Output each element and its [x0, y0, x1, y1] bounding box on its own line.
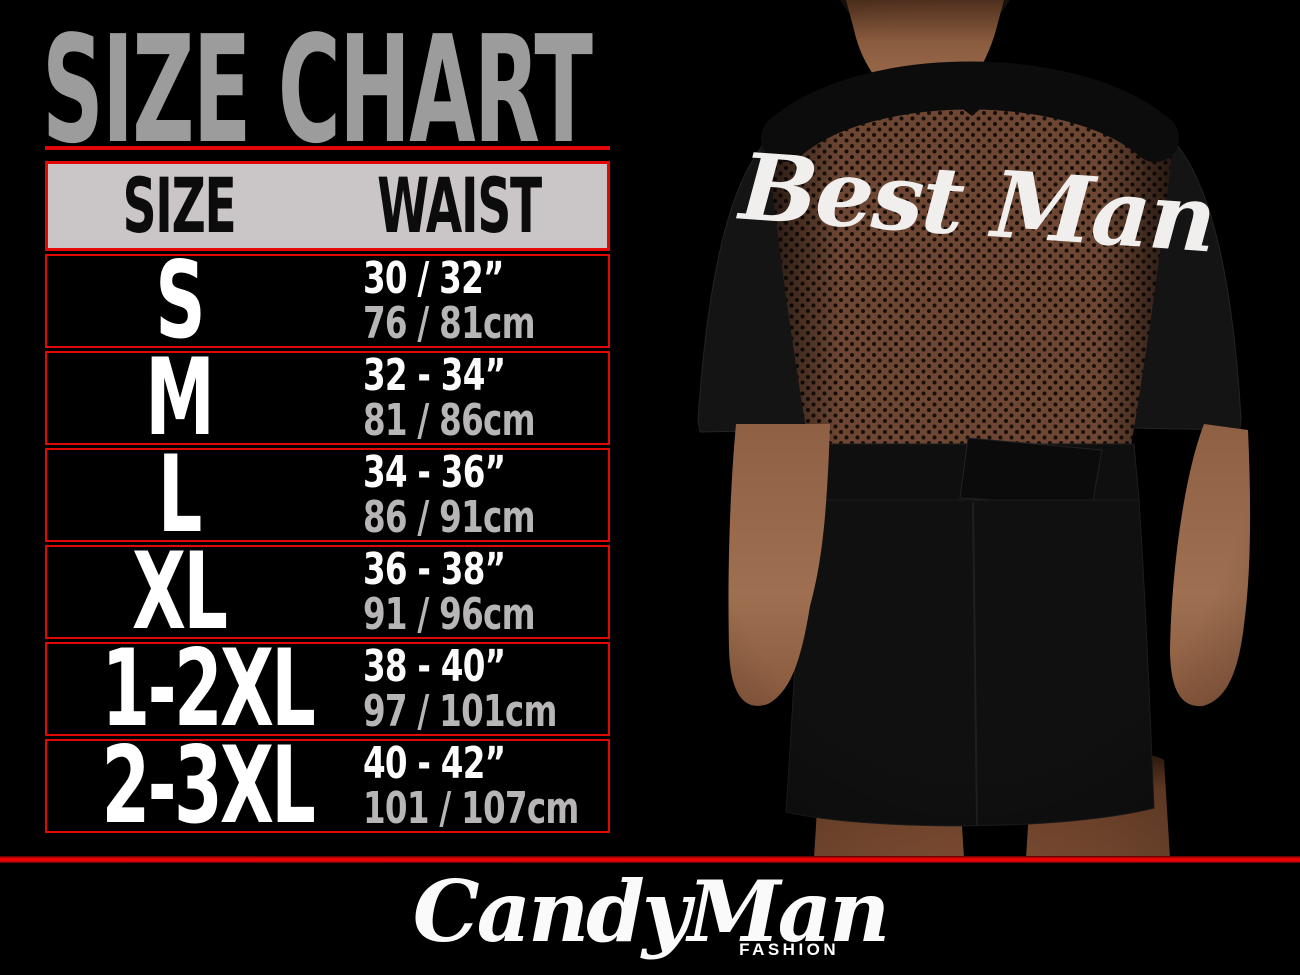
brand-tagline: FASHION: [739, 940, 840, 959]
page-title-text: SIZE CHART: [42, 4, 593, 176]
table-row-1-2xl: 1-2XL 38 - 40” 97 / 101cm: [45, 627, 610, 751]
waist-cell: 38 - 40” 97 / 101cm: [311, 644, 608, 734]
waist-cell: 36 - 38” 91 / 96cm: [311, 547, 608, 637]
size-cell: 1-2XL: [47, 627, 316, 751]
header-waist-label: WAIST: [376, 161, 542, 250]
header-waist-cell: WAIST: [311, 168, 607, 244]
waist-cm: 86 / 91cm: [362, 492, 536, 543]
table-row-2-3xl: 2-3XL 40 - 42” 101 / 107cm: [45, 724, 610, 848]
waist-cell: 34 - 36” 86 / 91cm: [311, 450, 608, 540]
waist-cm: 91 / 96cm: [362, 589, 536, 640]
waist-inches: 34 - 36”: [362, 447, 506, 498]
size-cell: M: [47, 336, 311, 460]
waist-cell: 30 / 32” 76 / 81cm: [311, 256, 608, 346]
table-top-accent-line: [45, 146, 610, 150]
size-label: 2-3XL: [101, 724, 316, 848]
header-size-cell: SIZE: [48, 168, 311, 244]
size-cell: S: [47, 239, 311, 363]
waist-inches: 32 - 34”: [362, 350, 506, 401]
waist-cell: 32 - 34” 81 / 86cm: [311, 353, 608, 443]
waist-cm: 81 / 86cm: [362, 395, 536, 446]
table-row-m: M 32 - 34” 81 / 86cm: [45, 336, 610, 460]
size-label: L: [157, 433, 203, 557]
footer: CandyMan FASHION: [0, 870, 1300, 959]
product-photo: Best Man: [640, 0, 1300, 858]
photo-vignette: [640, 0, 1300, 858]
size-label: S: [154, 239, 205, 363]
size-table: SIZE WAIST S 30 / 32” 76 / 81cm M 32 - 3…: [45, 146, 610, 848]
waist-inches: 36 - 38”: [362, 544, 506, 595]
table-row-xl: XL 36 - 38” 91 / 96cm: [45, 530, 610, 654]
product-photo-illustration: Best Man: [640, 0, 1300, 858]
size-label: 1-2XL: [101, 627, 316, 751]
waist-inches: 40 - 42”: [362, 738, 506, 789]
waist-cell: 40 - 42” 101 / 107cm: [311, 741, 608, 831]
size-cell: 2-3XL: [47, 724, 316, 848]
size-label: XL: [132, 530, 228, 654]
size-label: M: [145, 336, 215, 460]
waist-cm: 97 / 101cm: [362, 686, 557, 737]
red-divider-line: [0, 856, 1300, 863]
table-row-l: L 34 - 36” 86 / 91cm: [45, 433, 610, 557]
brand-logo: CandyMan FASHION: [413, 870, 890, 959]
waist-cm: 76 / 81cm: [362, 298, 536, 349]
header-size-label: SIZE: [122, 161, 237, 250]
size-cell: XL: [47, 530, 311, 654]
brand-logo-text: CandyMan: [412, 862, 890, 961]
table-row-s: S 30 / 32” 76 / 81cm: [45, 239, 610, 363]
table-header-row: SIZE WAIST: [45, 161, 610, 251]
waist-inches: 30 / 32”: [362, 253, 504, 304]
page-title: SIZE CHART: [42, 16, 989, 164]
waist-cm: 101 / 107cm: [362, 783, 579, 834]
size-cell: L: [47, 433, 311, 557]
waist-inches: 38 - 40”: [362, 641, 506, 692]
